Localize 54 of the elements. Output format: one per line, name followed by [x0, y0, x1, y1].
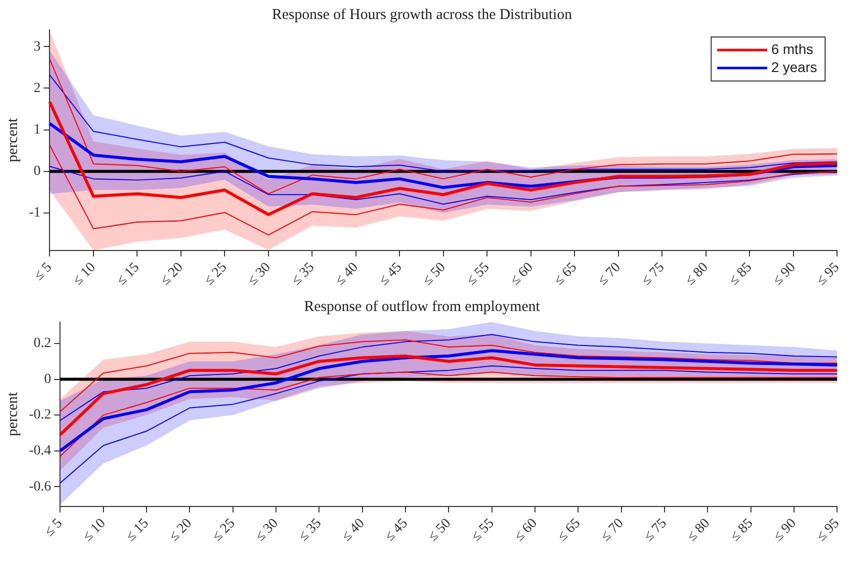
x-tick-label: ≤ 85 — [728, 516, 756, 544]
x-tick-label: ≤ 60 — [512, 516, 540, 544]
y-tick-label: 0.2 — [34, 336, 52, 352]
x-tick-label: ≤ 90 — [770, 516, 800, 544]
x-tick-label: ≤ 60 — [508, 260, 536, 288]
x-tick-label: ≤ 75 — [639, 260, 668, 288]
x-tick-label: ≤ 10 — [70, 260, 99, 288]
x-tick-label: ≤ 80 — [682, 260, 712, 288]
legend-label: 6 mths — [771, 40, 814, 57]
x-tick-label: ≤ 50 — [420, 260, 449, 288]
x-tick-label: ≤ 15 — [114, 260, 143, 288]
x-tick-label: ≤ 35 — [296, 516, 325, 544]
y-tick-label: 0 — [34, 164, 41, 180]
y-axis-title: percent — [4, 117, 21, 162]
x-tick-label: ≤ 75 — [641, 516, 670, 544]
y-tick-label: -0.2 — [28, 408, 52, 423]
x-tick-label: ≤ 80 — [684, 516, 714, 544]
y-tick-label: -1 — [28, 206, 41, 221]
x-tick-label: ≤ 55 — [468, 516, 498, 544]
y-tick-label: -0.4 — [28, 444, 52, 459]
x-tick-label: ≤ 40 — [332, 260, 362, 288]
y-tick-label: 2 — [34, 80, 41, 96]
x-tick-label: ≤ 45 — [376, 260, 406, 288]
x-tick-label: ≤ 5 — [32, 260, 56, 284]
x-tick-label: ≤ 90 — [770, 260, 799, 288]
x-tick-label: ≤ 65 — [555, 516, 584, 544]
chart-title: Response of Hours growth across the Distribution — [272, 6, 572, 23]
x-tick-label: ≤ 95 — [814, 516, 843, 544]
x-tick-label: ≤ 30 — [252, 516, 282, 544]
x-tick-label: ≤ 50 — [426, 516, 454, 544]
y-tick-label: -0.6 — [28, 479, 52, 494]
x-tick-label: ≤ 45 — [382, 516, 411, 544]
x-tick-label: ≤ 5 — [42, 516, 66, 540]
x-tick-label: ≤ 25 — [210, 516, 238, 544]
y-axis-title: percent — [4, 391, 21, 436]
x-tick-label: ≤ 20 — [166, 516, 196, 544]
x-tick-label: ≤ 15 — [124, 516, 152, 544]
chart-title: Response of outflow from employment — [304, 298, 541, 315]
x-tick-label: ≤ 85 — [726, 260, 756, 288]
x-tick-label: ≤ 70 — [595, 260, 624, 288]
x-tick-label: ≤ 35 — [289, 260, 318, 288]
x-tick-label: ≤ 55 — [464, 260, 493, 288]
y-tick-label: 1 — [34, 122, 41, 138]
x-tick-label: ≤ 30 — [245, 260, 274, 288]
x-tick-label: ≤ 25 — [202, 260, 230, 288]
y-tick-label: 0 — [44, 372, 52, 387]
x-tick-label: ≤ 40 — [339, 516, 368, 544]
x-tick-label: ≤ 10 — [80, 516, 109, 544]
x-tick-label: ≤ 20 — [158, 260, 186, 288]
y-tick-label: 3 — [34, 39, 41, 54]
x-tick-label: ≤ 70 — [598, 516, 627, 544]
x-tick-label: ≤ 65 — [552, 260, 580, 288]
x-tick-label: ≤ 95 — [814, 260, 843, 288]
legend-label: 2 years — [771, 58, 818, 75]
